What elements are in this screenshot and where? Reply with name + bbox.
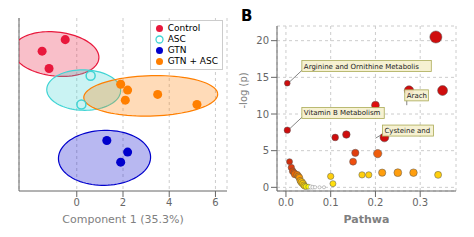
html-text:ASC: ASC bbox=[167, 34, 186, 44]
svg-text:Vitamin B Metabolism: Vitamin B Metabolism bbox=[304, 109, 381, 117]
svg-text:Pathwa: Pathwa bbox=[344, 213, 390, 226]
html-text:GTN + ASC: GTN + ASC bbox=[167, 56, 218, 66]
svg-text:Cysteine and: Cysteine and bbox=[384, 127, 430, 135]
svg-text:-log (p): -log (p) bbox=[238, 72, 249, 108]
html-text:Control: Control bbox=[167, 23, 201, 33]
svg-text:0: 0 bbox=[263, 182, 269, 193]
svg-text:10: 10 bbox=[256, 109, 269, 120]
svg-text:4: 4 bbox=[166, 197, 172, 208]
svg-text:0.0: 0.0 bbox=[278, 197, 294, 208]
svg-text:6: 6 bbox=[212, 197, 218, 208]
svg-text:Component 1 (35.3%): Component 1 (35.3%) bbox=[62, 213, 183, 226]
svg-text:0: 0 bbox=[74, 197, 80, 208]
svg-text:5: 5 bbox=[263, 145, 269, 156]
svg-text:0.3: 0.3 bbox=[412, 197, 428, 208]
svg-text:Arach: Arach bbox=[407, 92, 427, 100]
svg-text:20: 20 bbox=[256, 35, 269, 46]
svg-text:2: 2 bbox=[120, 197, 126, 208]
html-text:B: B bbox=[241, 7, 253, 25]
html-text:GTN: GTN bbox=[167, 45, 187, 55]
svg-text:Arginine and Ornithine Metabol: Arginine and Ornithine Metabolis bbox=[304, 63, 419, 71]
svg-text:0.2: 0.2 bbox=[367, 197, 383, 208]
svg-text:0.1: 0.1 bbox=[323, 197, 339, 208]
svg-text:15: 15 bbox=[256, 72, 269, 83]
